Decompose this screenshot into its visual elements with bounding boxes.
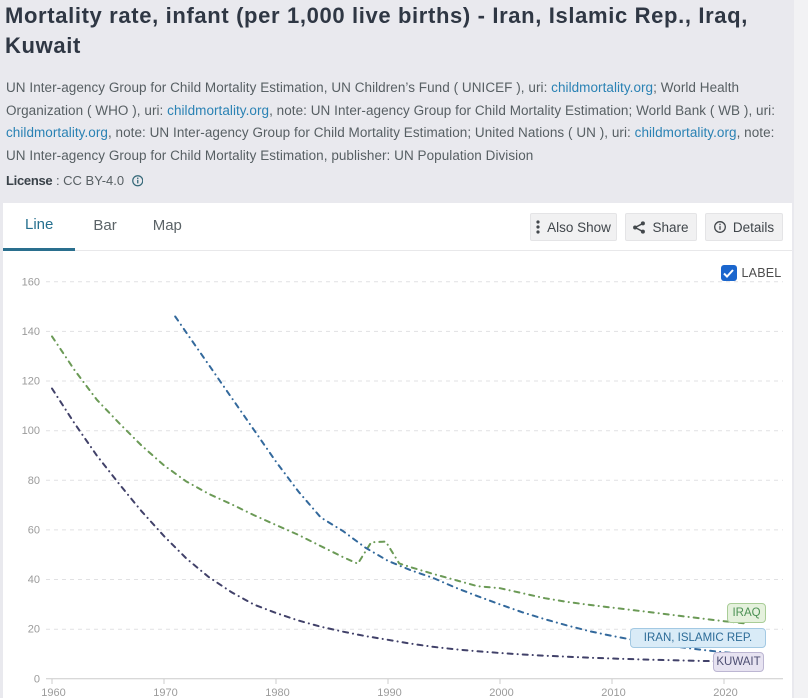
svg-text:2010: 2010 bbox=[601, 687, 625, 698]
svg-text:1990: 1990 bbox=[377, 687, 401, 698]
svg-text:120: 120 bbox=[22, 376, 40, 388]
svg-text:1970: 1970 bbox=[153, 687, 177, 698]
svg-text:1960: 1960 bbox=[41, 687, 65, 698]
svg-text:160: 160 bbox=[22, 276, 40, 288]
svg-text:2020: 2020 bbox=[713, 687, 737, 698]
svg-text:40: 40 bbox=[28, 574, 40, 586]
svg-text:100: 100 bbox=[22, 425, 40, 437]
svg-text:80: 80 bbox=[28, 475, 40, 487]
svg-text:0: 0 bbox=[34, 673, 40, 685]
svg-text:140: 140 bbox=[22, 326, 40, 338]
svg-text:60: 60 bbox=[28, 524, 40, 536]
svg-text:20: 20 bbox=[28, 624, 40, 636]
svg-text:1980: 1980 bbox=[265, 687, 289, 698]
svg-text:2000: 2000 bbox=[489, 687, 513, 698]
